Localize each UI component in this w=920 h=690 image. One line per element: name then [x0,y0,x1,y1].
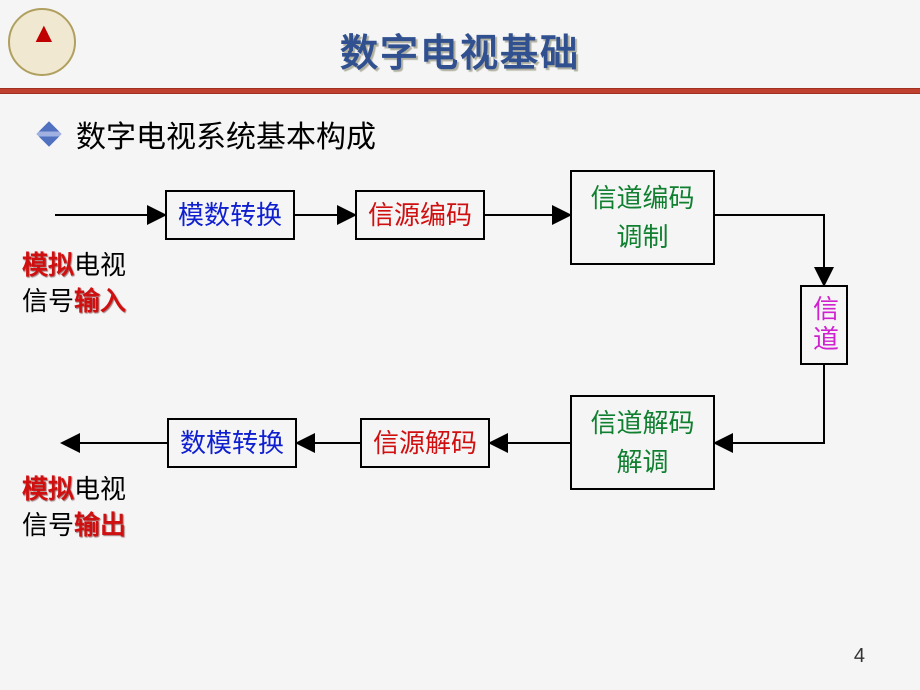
label-input: 模拟电视 信号输入 [22,248,126,321]
box-channel: 信道 [800,285,848,365]
box-dac: 数模转换 [167,418,297,468]
subtitle-row: 数字电视系统基本构成 [40,112,376,156]
header-divider [0,88,920,94]
box-channel-encode: 信道编码 调制 [570,170,715,265]
bullet-icon [36,121,61,146]
box-channel-encode-l2: 调制 [616,218,668,257]
label-output-p2a: 信号 [22,511,74,540]
box-source-encode: 信源编码 [355,190,485,240]
subtitle: 数字电视系统基本构成 [76,112,376,156]
box-channel-decode-l1: 信道解码 [590,404,694,443]
label-input-p2b: 输入 [74,287,126,316]
box-channel-decode-l2: 解调 [616,443,668,482]
label-output-p1a: 模拟 [22,475,74,504]
logo-inner [22,22,62,62]
label-output: 模拟电视 信号输出 [22,472,126,545]
box-source-encode-text: 信源编码 [368,196,472,235]
page-title: 数字电视基础 [340,22,580,77]
label-input-p1b: 电视 [74,251,126,280]
box-channel-decode: 信道解码 解调 [570,395,715,490]
label-output-p2b: 输出 [74,511,126,540]
flowchart: 模数转换 信源编码 信道编码 调制 信道 信道解码 解调 信源解码 数模转换 模… [0,160,920,600]
box-channel-text: 信道 [805,295,844,355]
box-source-decode-text: 信源解码 [373,424,477,463]
label-output-p1b: 电视 [74,475,126,504]
box-dac-text: 数模转换 [180,424,284,463]
page-number: 4 [854,645,865,668]
label-input-p2a: 信号 [22,287,74,316]
box-adc: 模数转换 [165,190,295,240]
box-channel-encode-l1: 信道编码 [590,179,694,218]
box-adc-text: 模数转换 [178,196,282,235]
logo [8,8,76,76]
label-input-p1a: 模拟 [22,251,74,280]
box-source-decode: 信源解码 [360,418,490,468]
